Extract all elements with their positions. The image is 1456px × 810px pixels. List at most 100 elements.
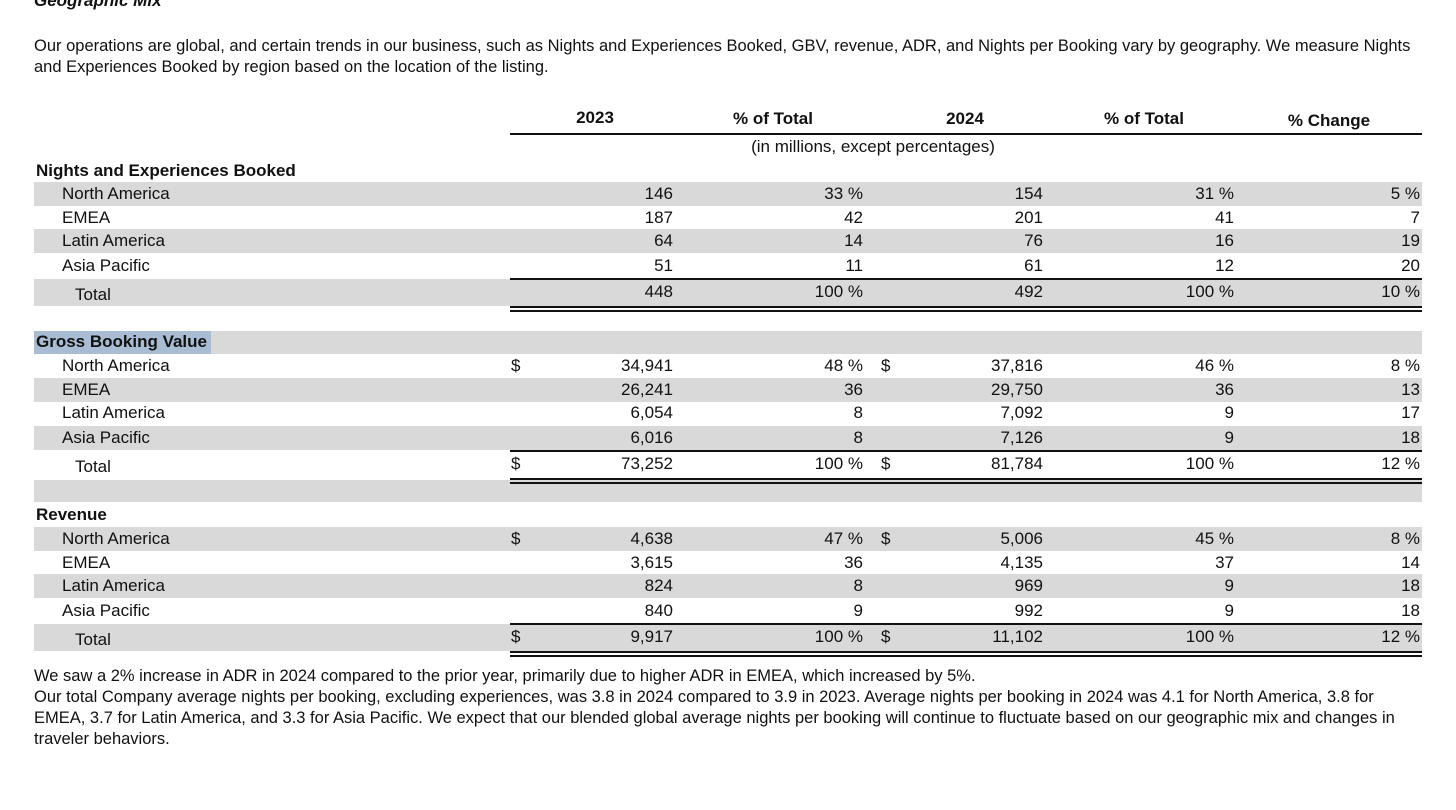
cell: 12 % <box>1381 627 1420 646</box>
cell: 100 % <box>814 627 863 646</box>
cell: 840 <box>644 601 673 620</box>
cell: 8 <box>853 576 863 595</box>
cell: 18 <box>1401 601 1420 620</box>
cell: 45 % <box>1195 529 1234 548</box>
column-header: 2023 <box>576 108 614 127</box>
cell: 47 % <box>824 529 863 548</box>
row-label: EMEA <box>62 553 111 572</box>
footer-1: We saw a 2% increase in ADR in 2024 comp… <box>34 667 976 685</box>
cell: 448 <box>644 282 673 301</box>
cell: 41 <box>1215 208 1234 227</box>
highlight <box>34 331 211 354</box>
cell: 9,917 <box>630 627 673 646</box>
cell: 100 % <box>1185 282 1234 301</box>
cell: $ <box>511 627 521 646</box>
heading: Geographic Mix <box>34 0 162 10</box>
cell: 9 <box>1224 576 1234 595</box>
row-label: Asia Pacific <box>62 256 150 275</box>
row-label: EMEA <box>62 208 111 227</box>
cell: 14 <box>844 231 863 250</box>
cell: 187 <box>644 208 673 227</box>
cell: 10 % <box>1381 282 1420 301</box>
row-label: Latin America <box>62 576 165 595</box>
cell: 100 % <box>814 282 863 301</box>
cell: 76 <box>1024 231 1043 250</box>
row-label: North America <box>62 356 170 375</box>
total-rule <box>510 278 1422 280</box>
cell: 8 <box>853 428 863 447</box>
cell: 154 <box>1014 184 1043 203</box>
section-title: Gross Booking Value <box>36 332 207 351</box>
double-rule <box>510 651 1422 653</box>
cell: 4,638 <box>630 529 673 548</box>
total-rule <box>510 450 1422 452</box>
cell: 18 <box>1401 576 1420 595</box>
cell: 5 % <box>1390 184 1420 203</box>
cell: 11,102 <box>992 627 1043 646</box>
row-shade <box>34 331 1422 354</box>
cell: 18 <box>1401 428 1420 447</box>
cell: 81,784 <box>991 454 1043 473</box>
cell: 64 <box>654 231 673 250</box>
double-rule <box>510 310 1422 312</box>
column-header: % of Total <box>733 109 813 128</box>
cell: 73,252 <box>621 454 673 473</box>
cell: $ <box>881 454 891 473</box>
cell: 9 <box>1224 601 1234 620</box>
cell: 36 <box>844 553 863 572</box>
row-label: Latin America <box>62 403 165 422</box>
cell: 5,006 <box>1000 529 1043 548</box>
intro: Our operations are global, and certain t… <box>34 37 1411 76</box>
row-shade <box>34 229 1422 253</box>
cell: 31 % <box>1195 184 1234 203</box>
cell: $ <box>881 627 891 646</box>
cell: 100 % <box>814 454 863 473</box>
row-label: Asia Pacific <box>62 428 150 447</box>
cell: 36 <box>844 380 863 399</box>
cell: 8 % <box>1390 356 1420 375</box>
cell: 16 <box>1215 231 1234 250</box>
row-label: Total <box>75 457 111 476</box>
column-header: % of Total <box>1104 109 1184 128</box>
cell: 9 <box>1224 428 1234 447</box>
column-header: 2024 <box>946 109 984 128</box>
row-label: Total <box>75 630 111 649</box>
total-rule <box>510 623 1422 625</box>
cell: 969 <box>1014 576 1043 595</box>
cell: 9 <box>853 601 863 620</box>
cell: $ <box>881 356 891 375</box>
cell: 146 <box>644 184 673 203</box>
cell: $ <box>511 454 521 473</box>
section-title: Revenue <box>36 505 107 524</box>
cell: 42 <box>844 208 863 227</box>
section-title: Nights and Experiences Booked <box>36 161 296 180</box>
cell: 201 <box>1014 208 1043 227</box>
row-label: EMEA <box>62 380 111 399</box>
cell: $ <box>881 529 891 548</box>
row-shade <box>34 426 1422 450</box>
row-label: North America <box>62 184 170 203</box>
cell: 48 % <box>824 356 863 375</box>
row-shade <box>34 624 1422 651</box>
cell: 36 <box>1215 380 1234 399</box>
cell: 33 % <box>824 184 863 203</box>
cell: 992 <box>1014 601 1043 620</box>
cell: 9 <box>1224 403 1234 422</box>
row-shade <box>34 279 1422 306</box>
cell: 6,016 <box>630 428 673 447</box>
cell: 8 <box>853 403 863 422</box>
cell: 11 <box>845 256 863 275</box>
cell: 34,941 <box>621 356 673 375</box>
column-header: % Change <box>1287 111 1371 130</box>
cell: 492 <box>1014 282 1043 301</box>
row-label: Asia Pacific <box>62 601 150 620</box>
cell: 46 % <box>1195 356 1234 375</box>
cell: 3,615 <box>630 553 673 572</box>
cell: 12 % <box>1381 454 1420 473</box>
cell: 51 <box>654 256 673 275</box>
cell: $ <box>511 529 521 548</box>
double-rule <box>510 478 1422 480</box>
cell: 37 <box>1215 553 1234 572</box>
cell: 7,126 <box>1000 428 1043 447</box>
